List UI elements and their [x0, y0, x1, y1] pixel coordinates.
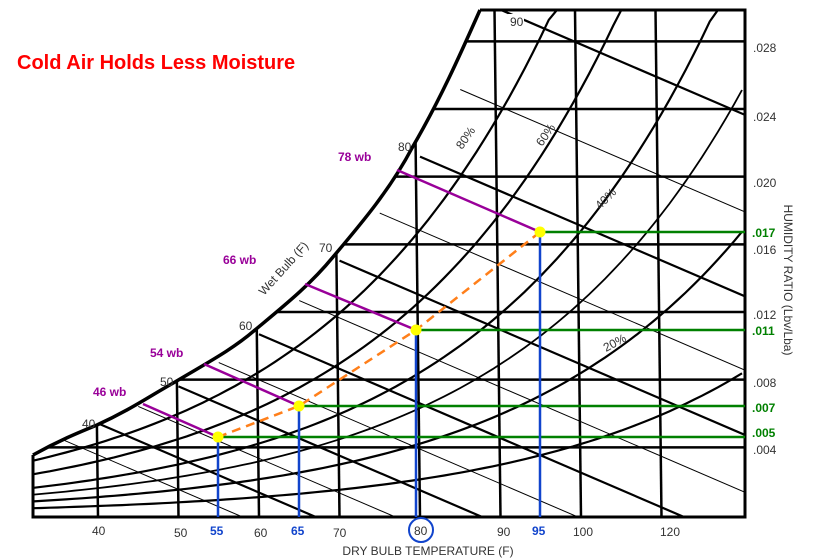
x-tick-65: 65: [291, 524, 305, 538]
highlight-circle-80: [408, 517, 434, 543]
x-tick-60: 60: [254, 526, 268, 540]
wet-bulb-line: [304, 282, 417, 332]
wetbulb-gridline: [379, 212, 745, 371]
wetbulb-gridline: [258, 333, 685, 517]
wetbulb-gridline: [57, 437, 243, 517]
saturation-curve: [32, 9, 482, 457]
process-line: [217, 231, 541, 439]
state-point: [410, 324, 422, 336]
y-tick-024: .024: [753, 110, 777, 124]
wetbulb-gridline: [97, 422, 317, 517]
y-tick-017: .017: [752, 226, 776, 240]
wetbulb-gridline: [299, 300, 745, 493]
wet-bulb-line: [142, 402, 219, 439]
rh-label-40: 40%: [592, 185, 619, 212]
x-axis-label: DRY BULB TEMPERATURE (F): [342, 544, 513, 558]
wb-tick-80: 80: [398, 140, 412, 154]
y-tick-012: .012: [753, 308, 777, 322]
x-tick-100: 100: [573, 525, 593, 539]
rh-curve: [33, 230, 743, 503]
y-tick-004: .004: [753, 443, 777, 457]
y-tick-007: .007: [752, 401, 776, 415]
chart-grid: [33, 0, 745, 517]
wetbulb-gridline: [218, 362, 579, 517]
wetbulb-gridline: [419, 155, 745, 298]
drybulb-gridline: [90, 10, 100, 517]
wetbulb-gridline: [138, 406, 396, 517]
x-tick-90: 90: [497, 525, 511, 539]
y-tick-005: .005: [752, 426, 776, 440]
chart-frame: [31, 8, 747, 519]
x-tick-40: 40: [92, 524, 106, 538]
chart-title: Cold Air Holds Less Moisture: [17, 52, 295, 74]
y-tick-016: .016: [753, 243, 777, 257]
process-overlays: [142, 168, 745, 517]
wb-label-78: 78 wb: [338, 150, 371, 164]
wetbulb-gridline: [178, 385, 483, 517]
rh-label-80: 80%: [453, 124, 478, 152]
rh-curve: [33, 10, 742, 462]
wb-tick-50: 50: [160, 375, 174, 389]
wb-tick-40: 40: [82, 417, 96, 431]
rh-curve: [33, 10, 742, 476]
wb-tick-60: 60: [239, 319, 253, 333]
wb-label-46: 46 wb: [93, 385, 126, 399]
x-tick-80: 80: [414, 524, 428, 538]
wet-bulb-line: [203, 362, 300, 408]
wb-tick-90: 90: [510, 15, 524, 29]
label-backdrop: [508, 14, 524, 26]
wet-bulb-line: [396, 168, 541, 234]
wetbulb-gridline: [500, 10, 745, 116]
y-tick-011: .011: [752, 324, 775, 338]
y-tick-008: .008: [753, 376, 777, 390]
state-point: [293, 400, 305, 412]
x-tick-95: 95: [532, 524, 546, 538]
y-tick-020: .020: [753, 176, 777, 190]
rh-curve: [33, 89, 743, 496]
wetbulb-gridline: [541, 0, 745, 3]
x-tick-50: 50: [174, 526, 188, 540]
state-point: [534, 226, 546, 238]
drybulb-gridline: [654, 10, 663, 517]
x-tick-120: 120: [660, 525, 680, 539]
drybulb-gridline: [573, 10, 583, 517]
rh-curve: [33, 372, 743, 510]
y-axis-label: HUMIDITY RATIO (Lbv/Lba): [781, 205, 795, 356]
wb-label-66: 66 wb: [223, 253, 256, 267]
wetbulb-gridline: [460, 89, 745, 213]
wb-label-54: 54 wb: [150, 346, 183, 360]
x-tick-55: 55: [210, 524, 224, 538]
wb-tick-70: 70: [319, 241, 333, 255]
y-tick-028: .028: [753, 41, 777, 55]
wetbulb-gridline: [339, 259, 745, 436]
x-tick-70: 70: [333, 526, 347, 540]
state-point: [212, 431, 224, 443]
